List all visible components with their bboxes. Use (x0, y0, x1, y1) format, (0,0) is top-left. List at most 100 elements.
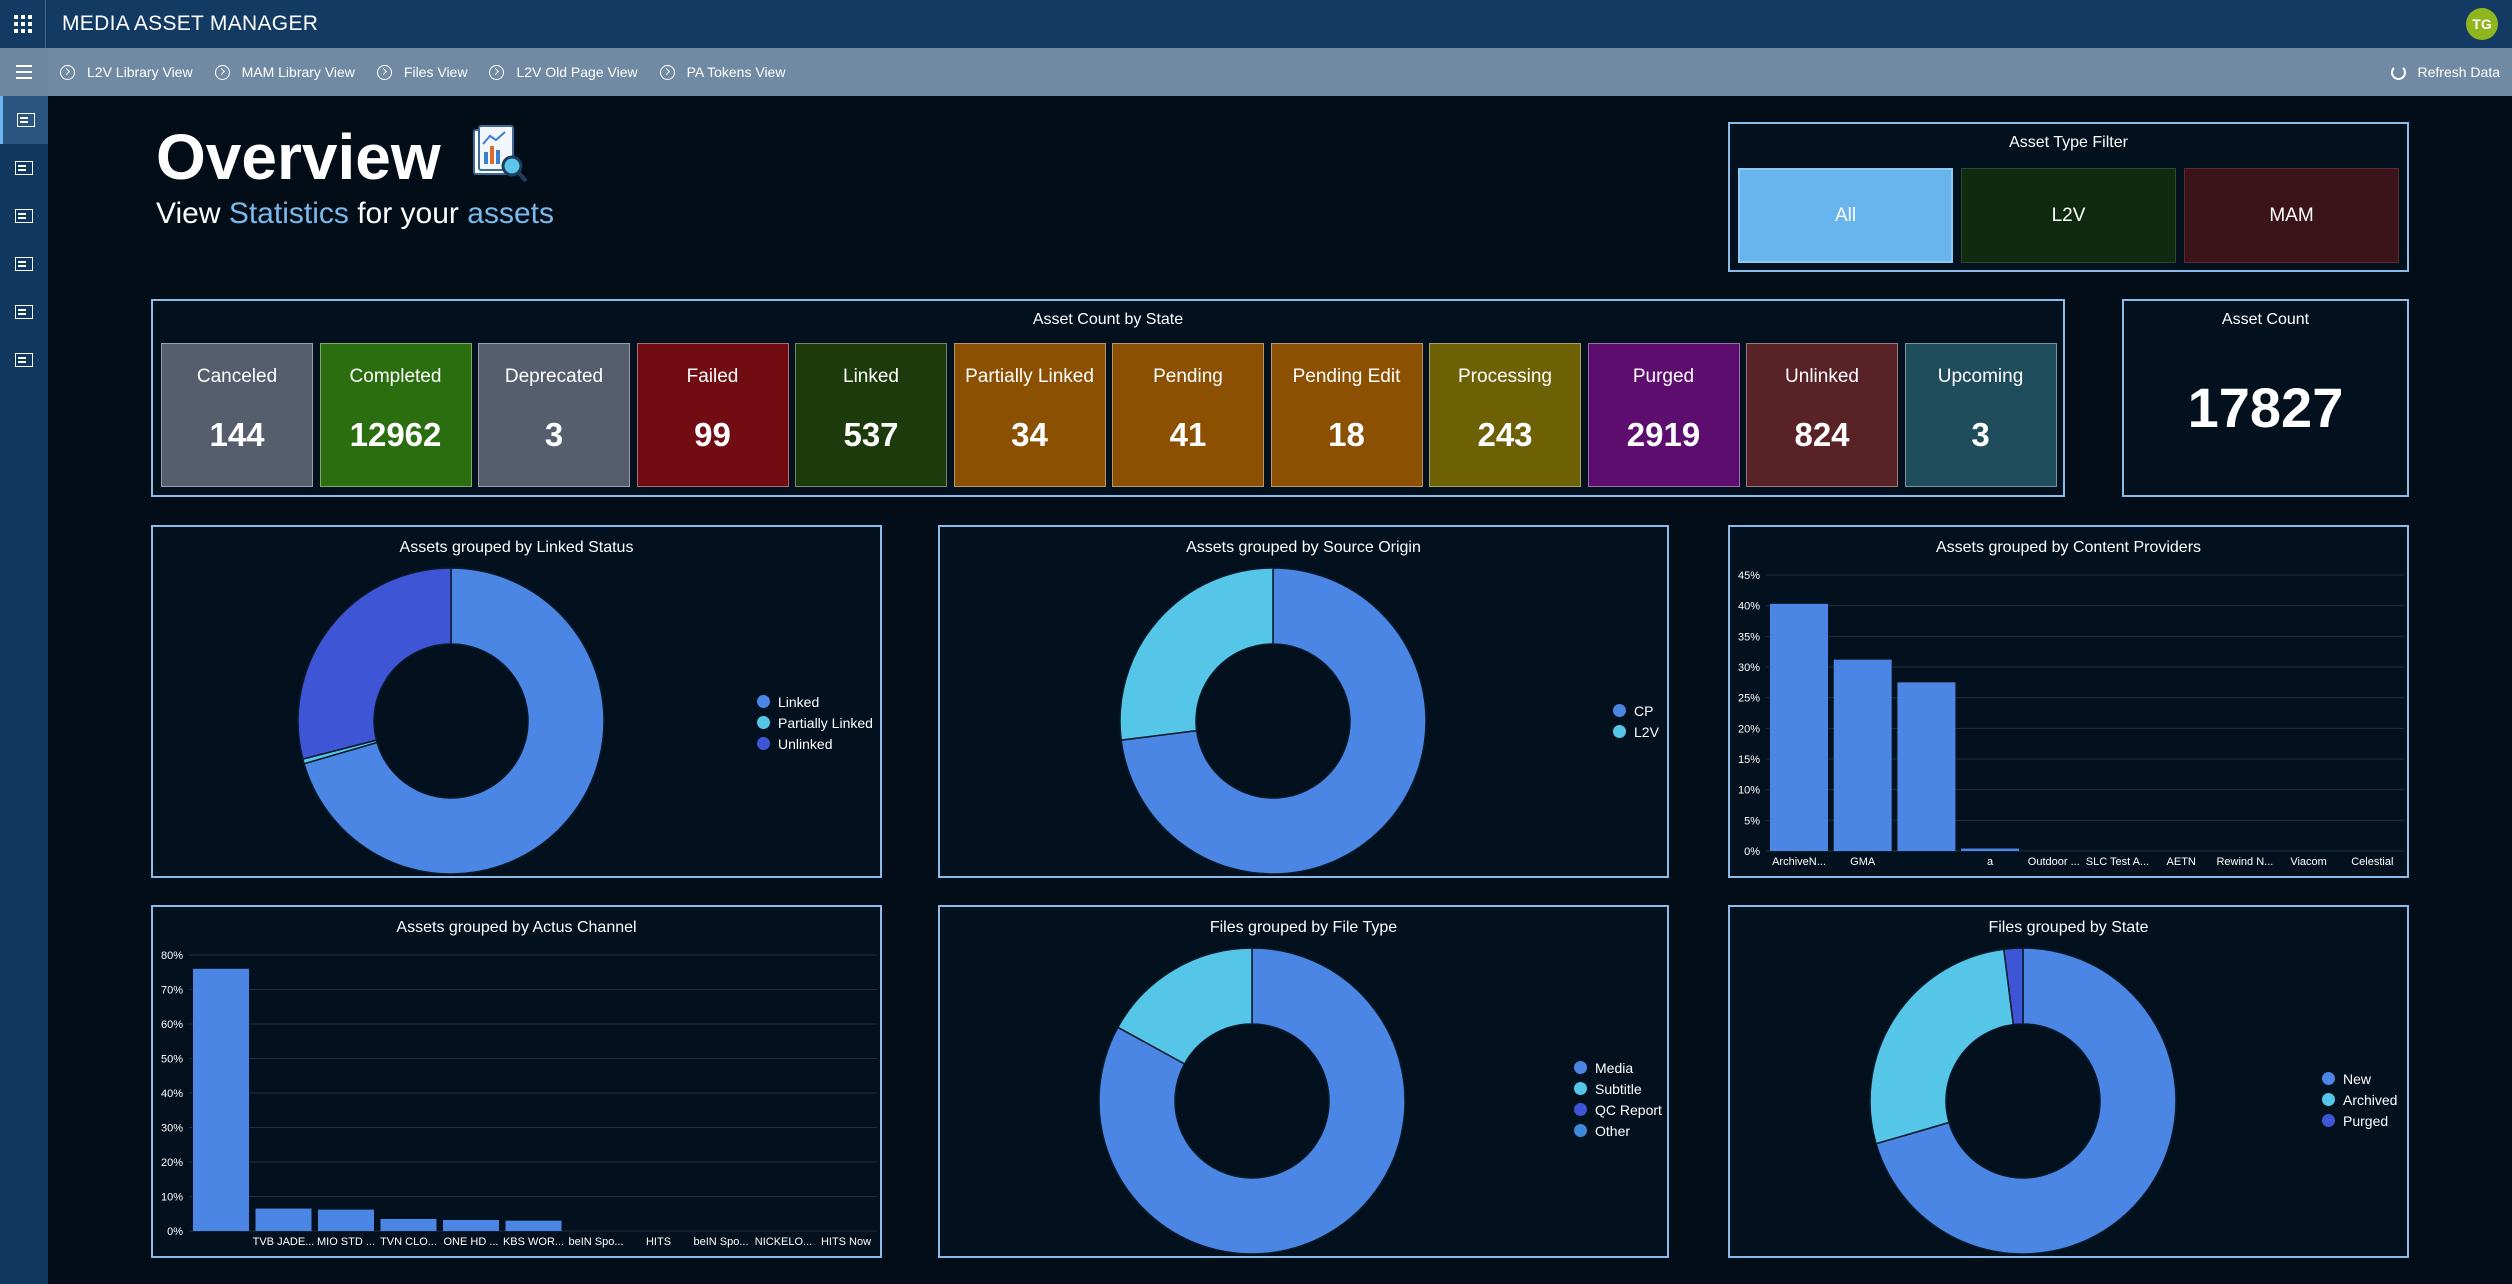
top-bar: MEDIA ASSET MANAGER TG (0, 0, 2512, 48)
nav-link-files[interactable]: Files View (376, 64, 468, 80)
state-label: Processing (1458, 366, 1552, 387)
bar[interactable] (505, 1220, 562, 1231)
legend-label: Unlinked (778, 735, 833, 752)
legend-dot-icon (1574, 1082, 1587, 1095)
x-tick-label: KBS WOR... (503, 1236, 564, 1248)
filter-l2v-button[interactable]: L2V (1961, 168, 2176, 263)
bar[interactable] (1770, 603, 1828, 851)
filter-all-button[interactable]: All (1738, 168, 1953, 263)
arrow-circle-icon (60, 64, 75, 80)
legend-dot-icon (757, 695, 770, 708)
sidebar-item-library[interactable] (0, 192, 48, 240)
donut-slice-cp[interactable] (1120, 567, 1427, 875)
state-card-partially-linked[interactable]: Partially Linked 34 (953, 343, 1106, 487)
state-label: Unlinked (1785, 366, 1859, 387)
bar[interactable] (193, 968, 249, 1231)
state-card-failed[interactable]: Failed 99 (636, 343, 789, 487)
nav-link-l2v-library[interactable]: L2V Library View (60, 64, 193, 80)
chart-title: Assets grouped by Actus Channel (396, 919, 637, 936)
legend-dot-icon (1574, 1124, 1587, 1137)
legend-dot-icon (1613, 725, 1626, 738)
sidebar-item-assets[interactable] (0, 144, 48, 192)
state-label: Deprecated (504, 366, 604, 387)
file-type-chart-panel: Files grouped by File Type Media Subtitle… (938, 905, 1669, 1258)
state-card-deprecated[interactable]: Deprecated 3 (478, 343, 630, 487)
state-card-upcoming[interactable]: Upcoming 3 (1904, 343, 2057, 487)
state-count: 41 (1169, 416, 1207, 453)
state-card-pending[interactable]: Pending 41 (1112, 343, 1264, 487)
donut-slice-linked[interactable] (303, 567, 605, 875)
state-label: Upcoming (1937, 366, 2024, 387)
sidebar-item-images[interactable] (0, 288, 48, 336)
bar[interactable] (318, 1209, 374, 1231)
settings-icon (15, 353, 33, 367)
linked-status-donut-chart (297, 567, 605, 875)
x-tick-label: MIO STD ... (317, 1236, 375, 1248)
menu-toggle-button[interactable] (0, 48, 48, 96)
bar[interactable] (380, 1218, 437, 1231)
legend-item[interactable]: New (2322, 1068, 2397, 1089)
state-card-processing[interactable]: Processing 243 (1429, 343, 1581, 487)
y-tick-label: 25% (1738, 693, 1760, 705)
y-tick-label: 45% (1738, 570, 1760, 582)
x-tick-label: Celestial (2351, 856, 2393, 868)
nav-bar: L2V Library View MAM Library View Files … (0, 48, 2512, 96)
filter-mam-button[interactable]: MAM (2184, 168, 2399, 263)
refresh-data-button[interactable]: Refresh Data (2390, 48, 2500, 96)
legend-item[interactable]: Partially Linked (757, 712, 873, 733)
x-tick-label: TVB JADE... (253, 1236, 315, 1248)
user-avatar[interactable]: TG (2466, 8, 2498, 40)
nav-link-pa-tokens[interactable]: PA Tokens View (659, 64, 786, 80)
donut-slice-purged[interactable] (2002, 947, 2024, 1026)
nav-link-label: PA Tokens View (686, 64, 786, 80)
nav-link-mam-library[interactable]: MAM Library View (214, 64, 355, 80)
state-card-canceled[interactable]: Canceled 144 (161, 343, 313, 487)
app-launcher-button[interactable] (0, 0, 46, 48)
donut-slice-new[interactable] (1875, 947, 2177, 1255)
bar[interactable] (1897, 682, 1956, 851)
nav-link-label: L2V Old Page View (516, 64, 638, 80)
legend-item[interactable]: QC Report (1574, 1099, 1662, 1120)
state-label: Pending (1153, 366, 1223, 387)
asset-count-value: 17827 (2187, 376, 2344, 439)
donut-slice-media[interactable] (1098, 947, 1406, 1255)
legend-item[interactable]: CP (1613, 700, 1659, 721)
legend-label: Other (1595, 1122, 1631, 1139)
state-card-completed[interactable]: Completed 12962 (319, 343, 472, 487)
state-card-linked[interactable]: Linked 537 (795, 343, 947, 487)
donut-slice-l2v[interactable] (1119, 567, 1274, 742)
legend-item[interactable]: Media (1574, 1057, 1662, 1078)
y-tick-label: 30% (1738, 662, 1760, 674)
sidebar-item-overview[interactable] (0, 96, 48, 144)
legend-item[interactable]: Unlinked (757, 733, 873, 754)
x-tick-label: TVN CLO... (380, 1236, 437, 1248)
state-card-purged[interactable]: Purged 2919 (1587, 343, 1740, 487)
state-card-unlinked[interactable]: Unlinked 824 (1746, 343, 1898, 487)
bar[interactable] (443, 1219, 499, 1231)
legend-item[interactable]: Archived (2322, 1089, 2397, 1110)
legend-item[interactable]: Linked (757, 691, 873, 712)
sidebar (0, 96, 48, 1284)
nav-link-l2v-old-page[interactable]: L2V Old Page View (489, 64, 638, 80)
content-providers-bar-chart: 0% 5% 10% 15% 20% 25% 30% 35% 40% 45% ArchiveN... G… (1738, 570, 2404, 868)
legend-item[interactable]: Subtitle (1574, 1078, 1662, 1099)
state-label: Failed (686, 366, 739, 387)
state-card-pending-edit[interactable]: Pending Edit 18 (1270, 343, 1423, 487)
sidebar-item-documents[interactable] (0, 240, 48, 288)
donut-slice-archived[interactable] (1869, 948, 2015, 1145)
donut-slice-subtitle[interactable] (1116, 947, 1253, 1065)
legend-item[interactable]: L2V (1613, 721, 1659, 742)
actus-channel-bar-chart: 0% 10% 20% 30% 40% 50% 60% 70% 80% TVB JADE... MIO… (161, 950, 877, 1248)
bar[interactable] (1833, 659, 1892, 851)
bar[interactable] (255, 1208, 312, 1231)
state-label: Partially Linked (965, 366, 1094, 387)
nav-link-label: Files View (403, 64, 468, 80)
state-count: 99 (694, 416, 731, 453)
bar[interactable] (1961, 848, 2020, 851)
sidebar-item-settings[interactable] (0, 336, 48, 384)
legend-dot-icon (1613, 704, 1626, 717)
legend-item[interactable]: Other (1574, 1120, 1662, 1141)
waffle-icon (13, 15, 32, 33)
donut-slice-unlinked[interactable] (297, 567, 452, 760)
legend-item[interactable]: Purged (2322, 1110, 2397, 1131)
